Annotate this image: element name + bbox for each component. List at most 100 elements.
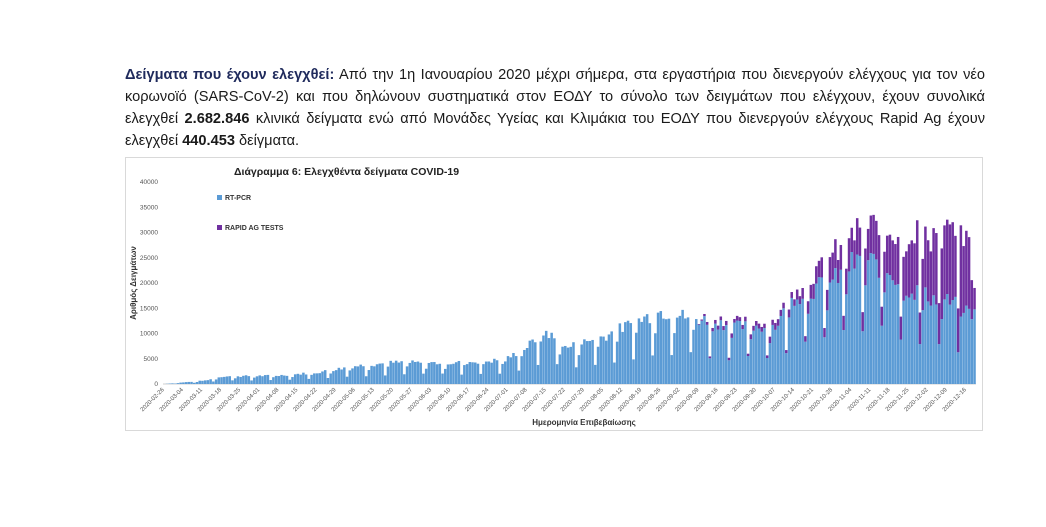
bar-rapid — [853, 240, 856, 269]
summary-text-1: Από την 1η Ιανουαρίου 2020 μέχρι σήμερα,… — [125, 67, 985, 127]
bar-pcr — [782, 308, 785, 384]
bar-pcr — [389, 360, 392, 384]
bar-rapid — [932, 228, 935, 296]
bar-pcr — [618, 323, 622, 384]
bar-pcr — [394, 360, 398, 384]
bar-pcr — [905, 295, 908, 384]
bar-pcr — [774, 329, 777, 384]
bar-pcr — [566, 347, 570, 384]
bar-pcr — [847, 271, 851, 384]
bar-rapid — [817, 260, 821, 278]
bar-pcr — [553, 338, 556, 384]
bar-rapid — [864, 248, 867, 286]
bar-rapid — [858, 227, 862, 256]
bar-rapid — [845, 268, 848, 295]
bar-rapid — [877, 235, 881, 278]
bar-pcr — [602, 336, 605, 384]
y-tick-label: 10000 — [140, 331, 158, 338]
bar-pcr — [853, 268, 856, 384]
bar-rapid — [798, 296, 802, 305]
bar-pcr — [924, 287, 927, 384]
bar-rapid — [940, 248, 944, 320]
bar-pcr — [288, 379, 292, 384]
bar-pcr — [509, 357, 512, 384]
bar-pcr — [790, 297, 793, 384]
samples-chart: Διάγραμμα 6: Ελεγχθέντα δείγματα COVID-1… — [129, 166, 976, 427]
bar-pcr — [604, 340, 608, 384]
bar-pcr — [433, 362, 436, 384]
bar-pcr — [400, 361, 403, 384]
bar-pcr — [351, 368, 354, 384]
bar-pcr — [263, 375, 267, 384]
bar-pcr — [686, 317, 690, 384]
bar-rapid — [787, 309, 791, 318]
bar-pcr — [599, 336, 603, 384]
bar-pcr — [367, 370, 371, 384]
x-axis-label: Ημερομηνία Επιβεβαίωσης — [532, 418, 636, 427]
bar-rapid — [763, 323, 766, 329]
bar-rapid — [836, 259, 840, 283]
bar-rapid — [738, 317, 742, 321]
bar-rapid — [730, 333, 733, 338]
bar-pcr — [460, 374, 463, 384]
bar-rapid — [891, 240, 894, 281]
bar-pcr — [948, 304, 952, 384]
bar-pcr — [787, 317, 791, 384]
bar-pcr — [763, 328, 766, 384]
bar-pcr — [692, 329, 695, 384]
bar-rapid — [855, 218, 859, 255]
bar-rapid — [831, 252, 834, 280]
bar-pcr — [855, 254, 859, 384]
bar-pcr — [738, 321, 742, 384]
bar-rapid — [883, 251, 886, 293]
bar-pcr — [468, 362, 472, 384]
bar-pcr — [517, 370, 521, 384]
bar-rapid — [765, 355, 769, 359]
bar-pcr — [656, 312, 660, 384]
bar-pcr — [643, 316, 646, 384]
bar-pcr — [915, 285, 919, 384]
bar-pcr — [302, 372, 305, 384]
bar-pcr — [285, 375, 289, 384]
bar-pcr — [416, 361, 420, 384]
bar-rapid — [755, 321, 758, 326]
bar-pcr — [337, 367, 341, 384]
bar-rapid — [926, 240, 930, 302]
bar-pcr — [474, 362, 477, 384]
bar-pcr — [866, 260, 870, 384]
bar-rapid — [757, 323, 761, 329]
bar-pcr — [424, 368, 428, 384]
bar-pcr — [836, 282, 840, 384]
bar-pcr — [965, 305, 968, 384]
bar-rapid — [913, 243, 916, 300]
bar-rapid — [779, 309, 783, 316]
bar-rapid — [888, 234, 892, 276]
bar-rapid — [746, 353, 750, 357]
bar-rapid — [768, 336, 772, 344]
bar-pcr — [471, 362, 474, 384]
bar-pcr — [880, 325, 884, 384]
bar-pcr — [247, 376, 251, 384]
bar-pcr — [716, 329, 720, 384]
bar-pcr — [877, 277, 881, 384]
bar-rapid — [970, 280, 974, 320]
bar-pcr — [918, 344, 922, 384]
bar-pcr — [378, 363, 382, 384]
bar-rapid — [735, 315, 739, 321]
bar-pcr — [935, 304, 938, 384]
bar-rapid — [875, 220, 878, 260]
bar-pcr — [744, 321, 747, 384]
bar-pcr — [670, 355, 673, 384]
bar-rapid — [776, 319, 780, 326]
bar-pcr — [771, 324, 774, 384]
bar-pcr — [463, 365, 466, 384]
bar-pcr — [419, 362, 422, 384]
bar-pcr — [313, 373, 316, 384]
bar-pcr — [959, 316, 963, 384]
bar-pcr — [490, 362, 493, 384]
bar-pcr — [397, 362, 401, 384]
bar-rapid — [899, 316, 903, 340]
bar-pcr — [209, 379, 212, 384]
bar-pcr — [719, 320, 723, 384]
bar-pcr — [842, 330, 845, 384]
